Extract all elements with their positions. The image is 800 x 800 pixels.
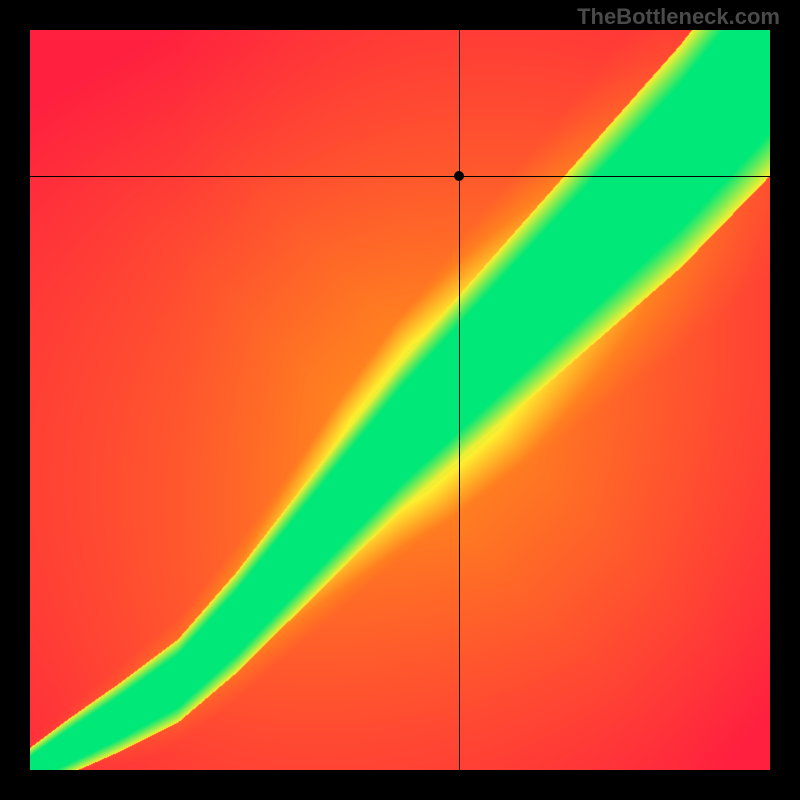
crosshair-horizontal — [30, 176, 770, 177]
plot-area — [30, 30, 770, 770]
watermark-text: TheBottleneck.com — [577, 4, 780, 30]
heatmap-canvas — [30, 30, 770, 770]
crosshair-vertical — [459, 30, 460, 770]
chart-container: TheBottleneck.com — [0, 0, 800, 800]
marker-dot — [454, 171, 464, 181]
